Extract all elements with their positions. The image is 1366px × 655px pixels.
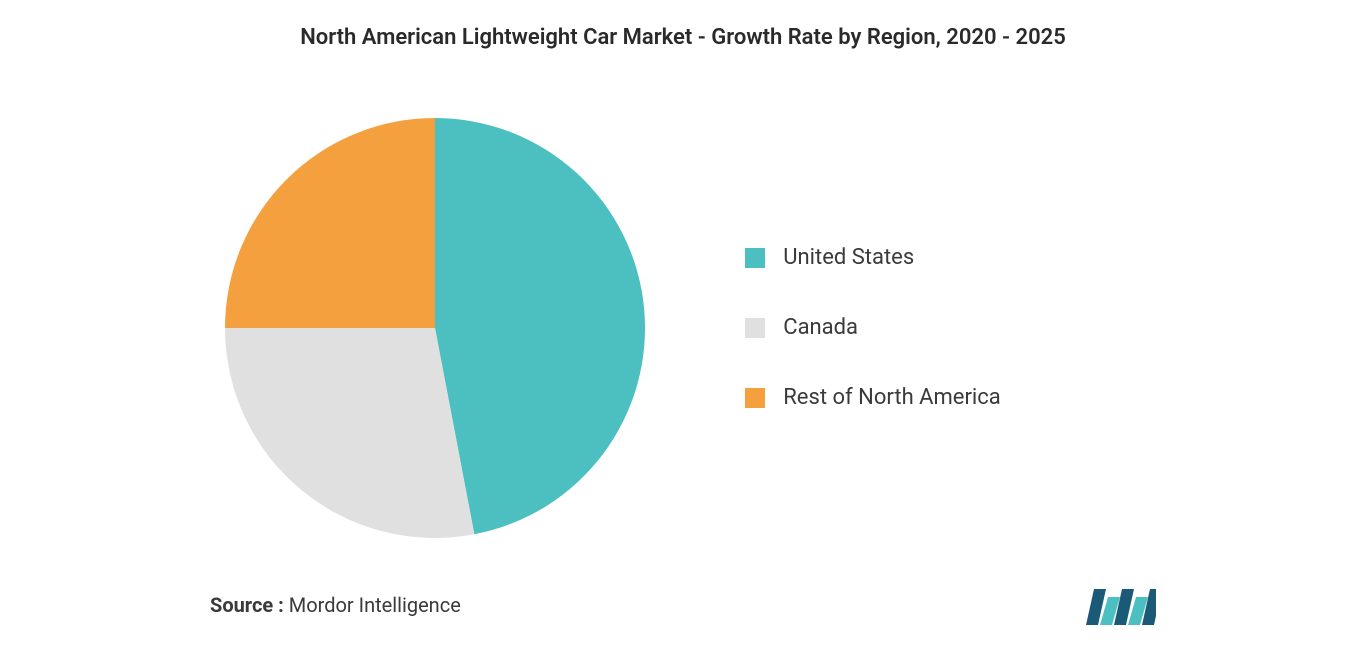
chart-title: North American Lightweight Car Market - … [40, 25, 1326, 50]
pie-svg [225, 118, 645, 538]
legend-swatch [745, 388, 765, 408]
pie-slice [225, 328, 474, 538]
pie-chart [225, 118, 645, 538]
legend-label: United States [783, 245, 914, 270]
legend-label: Canada [783, 315, 858, 340]
legend-label: Rest of North America [783, 385, 1001, 410]
mordor-intelligence-logo-icon [1086, 585, 1156, 625]
legend: United States Canada Rest of North America [745, 245, 1001, 410]
footer: Source : Mordor Intelligence [40, 585, 1326, 635]
legend-swatch [745, 248, 765, 268]
legend-item: Canada [745, 315, 1001, 340]
source-label: Source : [210, 593, 284, 617]
source-attribution: Source : Mordor Intelligence [210, 593, 461, 617]
legend-item: United States [745, 245, 1001, 270]
source-value: Mordor Intelligence [284, 593, 461, 617]
legend-swatch [745, 318, 765, 338]
chart-container: North American Lightweight Car Market - … [0, 0, 1366, 655]
chart-area: United States Canada Rest of North America [40, 80, 1326, 575]
pie-slice [225, 118, 435, 328]
legend-item: Rest of North America [745, 385, 1001, 410]
pie-slice [435, 118, 645, 534]
